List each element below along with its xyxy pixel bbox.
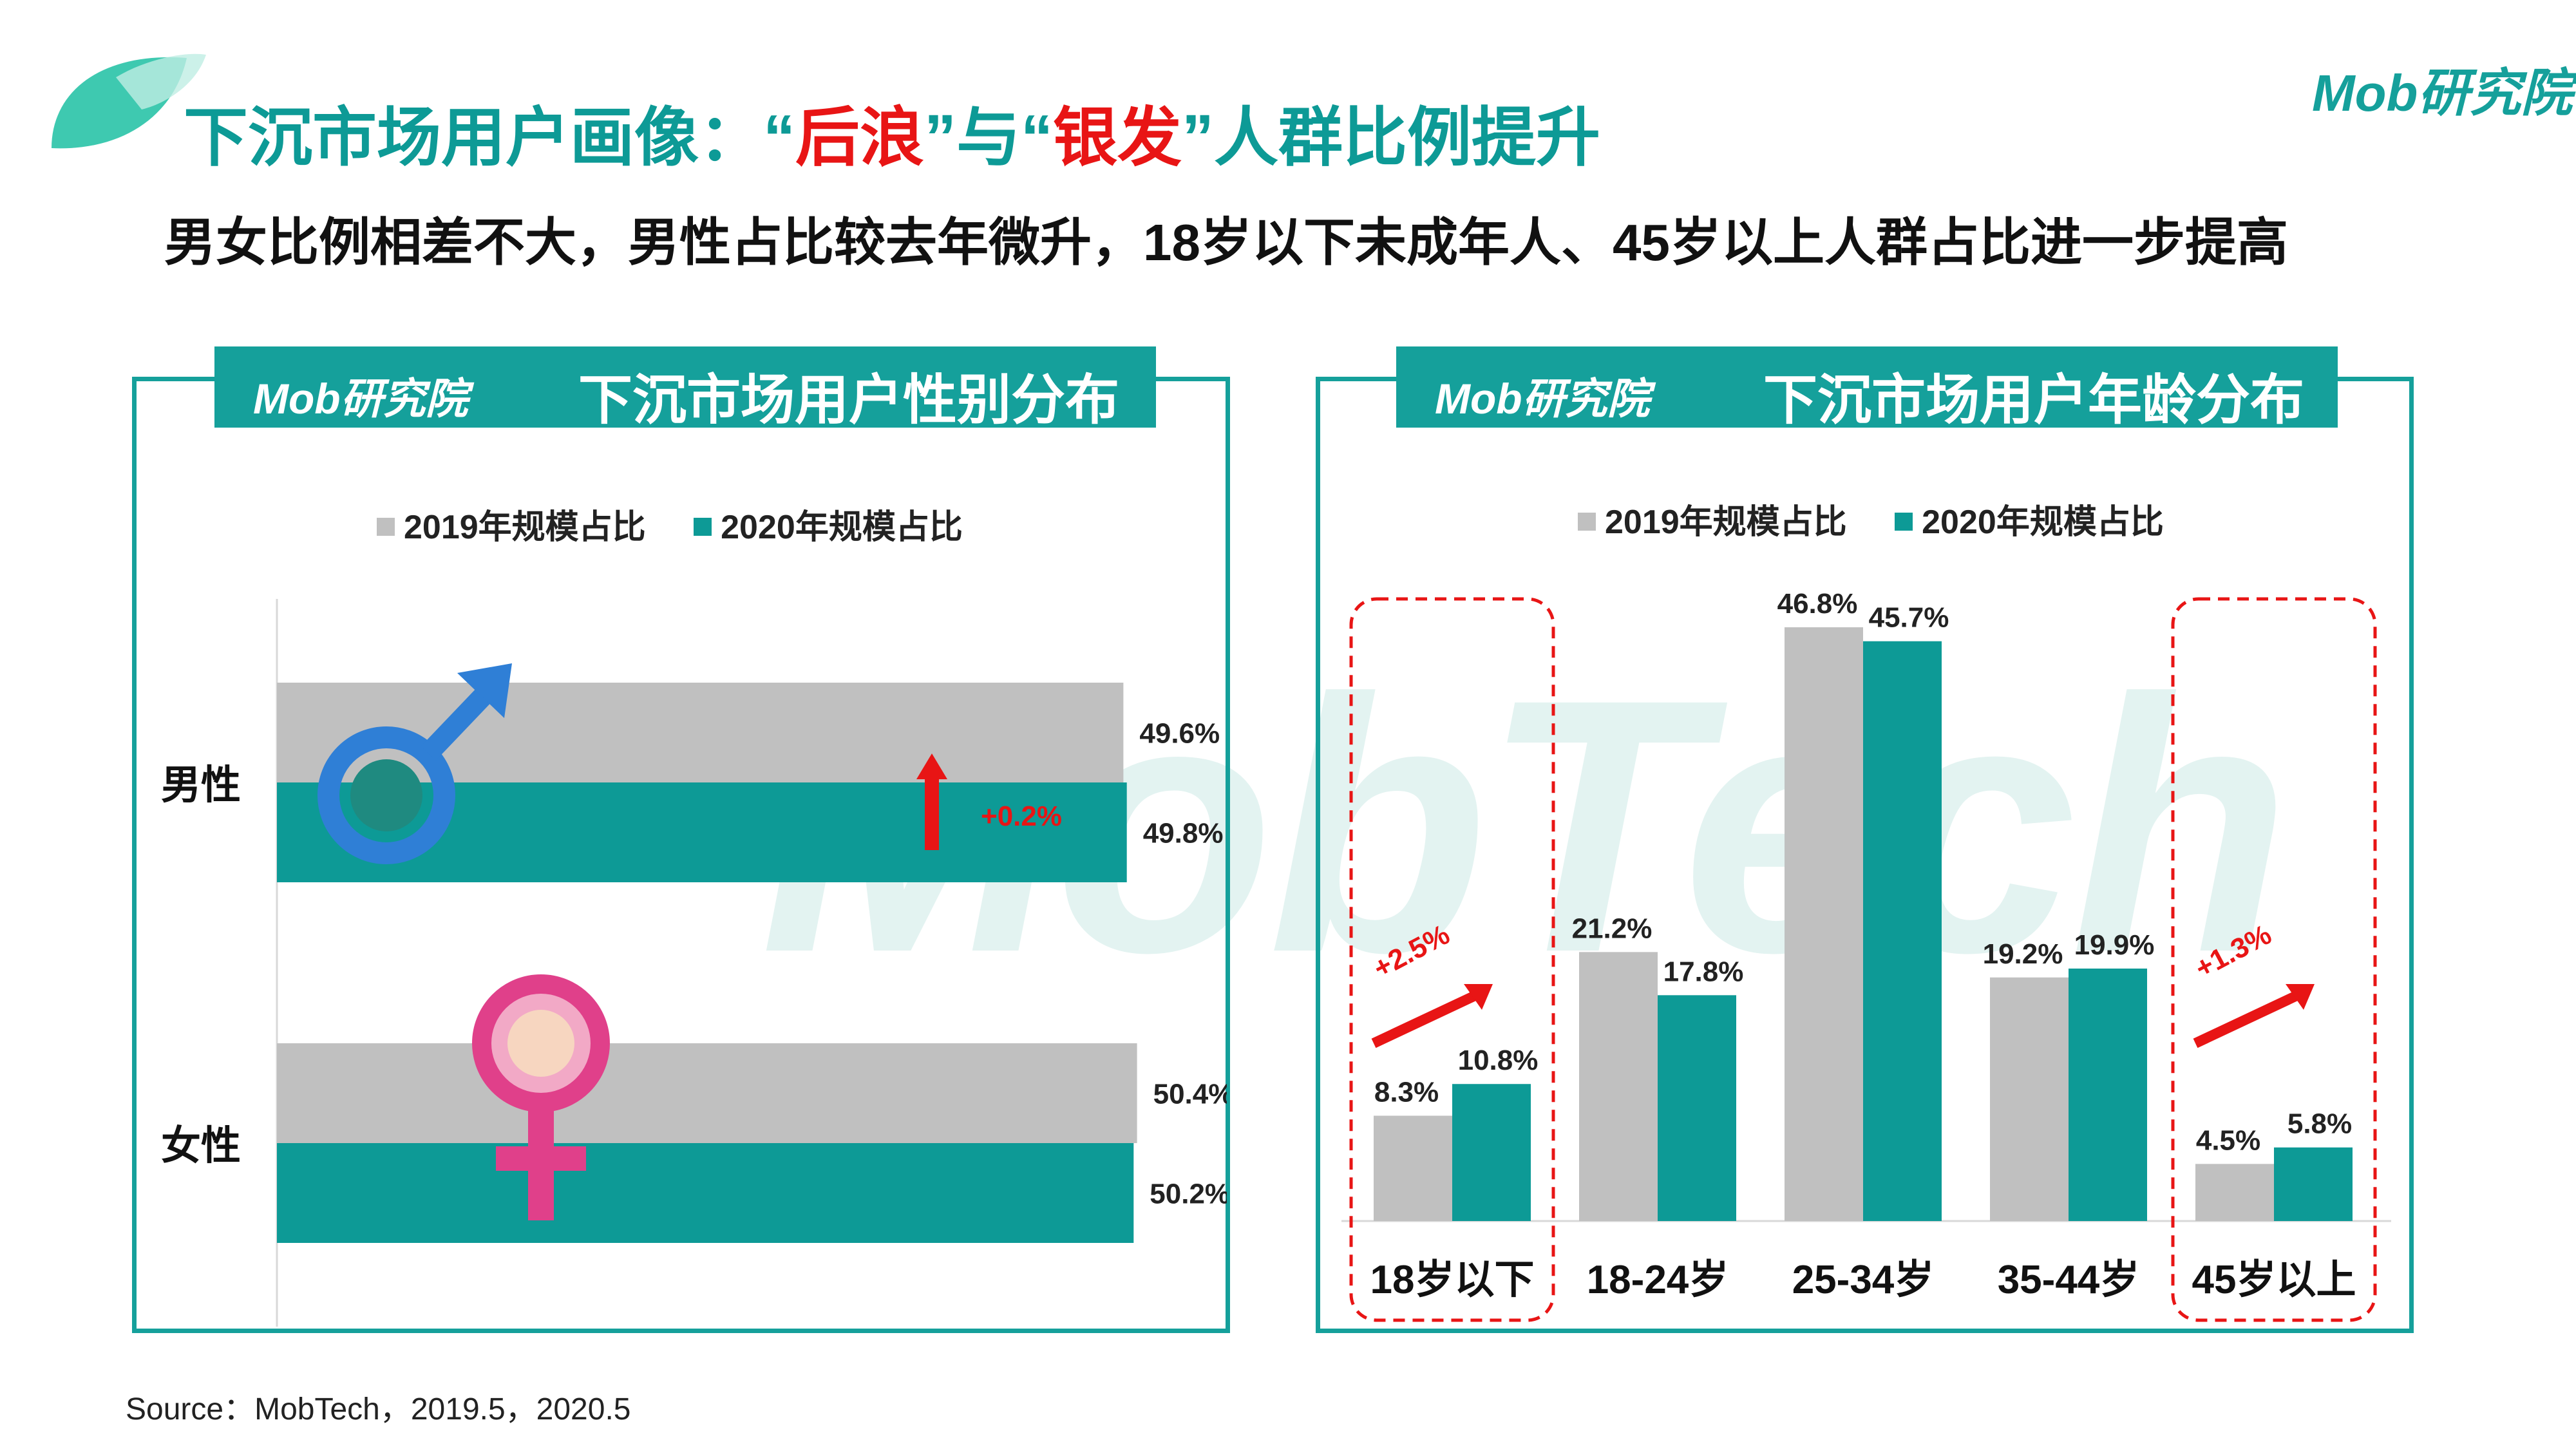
gender-panel-header: Mob研究院 下沉市场用户性别分布 [214,346,1156,430]
age-panel-logo: Mob研究院 [1435,375,1650,422]
bar [2274,1147,2353,1221]
value-label: 21.2% [1572,913,1653,944]
legend-2020: 2020年规模占比 [694,509,963,546]
bar [277,683,1124,782]
source-note: Source：MobTech，2019.5，2020.5 [126,1392,631,1426]
female-cross [496,1146,586,1171]
value-label: 49.8% [1143,818,1224,849]
brand-logo: Mob研究院 [2312,52,2572,126]
female-icon [472,974,610,1220]
category-label: 女性 [161,1124,241,1168]
female-face [507,1010,574,1077]
value-label: 50.2% [1150,1179,1227,1210]
value-label: 19.2% [1983,938,2063,970]
trend-arrow-shaft [2193,987,2307,1048]
value-label: 4.5% [2196,1124,2260,1156]
legend-2020: 2020年规模占比 [1895,504,2164,541]
age-panel-header: Mob研究院 下沉市场用户年龄分布 [1396,346,2338,430]
increase-arrow-head [916,753,947,779]
value-label: 19.9% [2074,929,2155,961]
trend-label: +2.5% [1368,918,1455,984]
category-label: 25-34岁 [1792,1258,1935,1302]
bar [277,1143,1134,1243]
value-label: 5.8% [2287,1108,2352,1140]
category-label: 18岁以下 [1370,1258,1535,1302]
age-chart: 8.3% 10.8% 18岁以下 21.2% 17.8% 18-24岁 46.8% 45.7%… [1341,588,2391,1322]
gender-legend: 2019年规模占比 2020年规模占比 [377,500,1001,548]
male-ring [317,726,455,864]
gender-panel-logo: Mob研究院 [253,375,468,422]
category-label: 18-24岁 [1587,1258,1729,1302]
highlight-box [2171,597,2377,1322]
bar [2069,968,2147,1221]
leaf-decoration [52,53,206,149]
highlight-box [1349,597,1555,1322]
bar [277,1043,1137,1143]
trend-arrow-head [1464,984,1493,1010]
legend-2019: 2019年规模占比 [377,509,646,546]
bar [1452,1084,1531,1221]
bar [1658,995,1736,1221]
male-icon [317,663,512,864]
trend-arrow-shaft [1371,987,1486,1048]
bar [1990,977,2069,1221]
value-label: 8.3% [1374,1076,1439,1108]
value-label: 17.8% [1663,956,1744,987]
value-label: 49.6% [1139,718,1220,750]
page-subtitle: 男女比例相差不大，男性占比较去年微升，18岁以下未成年人、45岁以上人群占比进一… [164,214,2288,271]
value-label: 46.8% [1777,588,1858,620]
male-face [350,759,422,831]
trend-arrow-head [2286,984,2315,1010]
bar [1374,1115,1452,1221]
bar [1785,627,1863,1221]
value-label: 50.4% [1153,1079,1227,1110]
legend-2019: 2019年规模占比 [1578,504,1847,541]
age-chart-title: 下沉市场用户年龄分布 [1763,370,2305,430]
bar [2195,1164,2274,1221]
category-label: 男性 [161,763,241,808]
gender-chart: 男性 49.6% 49.8% 女性 50.4% 50.2% +0.2% [161,599,1227,1327]
age-legend: 2019年规模占比 2020年规模占比 [1578,495,2202,543]
category-label: 45岁以上 [2192,1258,2356,1302]
value-label: 10.8% [1458,1045,1539,1076]
category-label: 35-44岁 [1998,1258,2140,1302]
gender-chart-title: 下沉市场用户性别分布 [578,370,1120,430]
value-label: 45.7% [1869,602,1949,634]
brand-logo-text: Mob研究院 [2312,64,2573,122]
bar [1579,952,1658,1221]
page-title: 下沉市场用户画像：“后浪”与“银发”人群比例提升 [184,102,1600,174]
bar [1863,641,1942,1221]
increase-label: +0.2% [981,800,1062,832]
male-arrow-head [457,663,512,718]
trend-label: +1.3% [2190,918,2277,984]
